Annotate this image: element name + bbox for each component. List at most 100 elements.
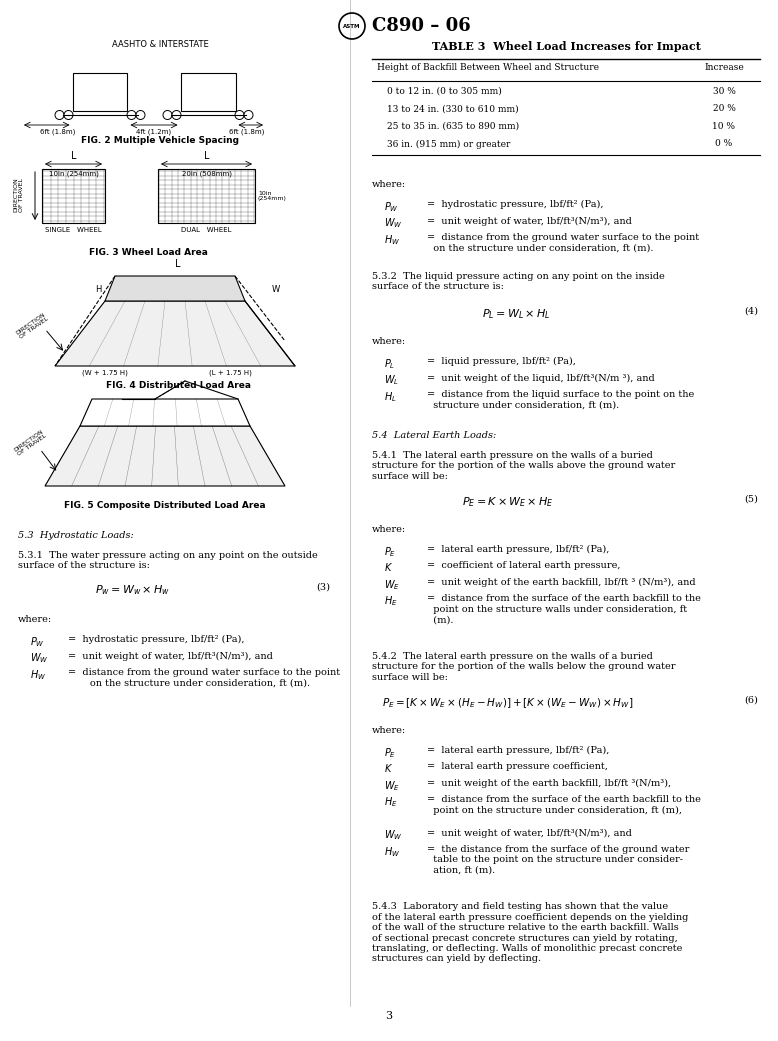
Text: $\mathit{P_E}$: $\mathit{P_E}$: [384, 545, 396, 559]
Text: 5.3.2  The liquid pressure acting on any point on the inside
surface of the stru: 5.3.2 The liquid pressure acting on any …: [372, 272, 664, 291]
Text: 6ft (1.8m): 6ft (1.8m): [230, 129, 265, 135]
Text: =  hydrostatic pressure, lbf/ft² (Pa),: = hydrostatic pressure, lbf/ft² (Pa),: [68, 635, 244, 644]
Text: H: H: [96, 284, 102, 294]
Text: $\mathit{P_E}$: $\mathit{P_E}$: [384, 746, 396, 760]
Text: =  distance from the surface of the earth backfill to the
  point on the structu: = distance from the surface of the earth…: [427, 795, 701, 815]
Text: $P_L = W_L \times H_L$: $P_L = W_L \times H_L$: [482, 307, 551, 321]
Ellipse shape: [55, 110, 64, 120]
Text: $\mathit{H_W}$: $\mathit{H_W}$: [384, 845, 400, 859]
Text: =  lateral earth pressure coefficient,: = lateral earth pressure coefficient,: [427, 762, 608, 771]
Text: (3): (3): [316, 583, 330, 592]
Polygon shape: [105, 276, 245, 301]
Text: 4ft (1.2m): 4ft (1.2m): [136, 129, 172, 135]
Text: 10in (254mm): 10in (254mm): [48, 171, 99, 178]
Text: where:: where:: [372, 726, 406, 735]
Text: =  the distance from the surface of the ground water
  table to the point on the: = the distance from the surface of the g…: [427, 845, 689, 874]
Polygon shape: [55, 301, 295, 366]
Text: 0 to 12 in. (0 to 305 mm): 0 to 12 in. (0 to 305 mm): [387, 87, 502, 96]
Text: $\mathit{W_E}$: $\mathit{W_E}$: [384, 779, 400, 793]
Text: ASTM: ASTM: [343, 24, 361, 28]
Text: =  unit weight of the earth backfill, lbf/ft ³ (N/m³), and: = unit weight of the earth backfill, lbf…: [427, 578, 696, 587]
Text: where:: where:: [372, 337, 406, 346]
Text: Increase: Increase: [704, 64, 744, 72]
Text: $\mathit{H_E}$: $\mathit{H_E}$: [384, 594, 398, 608]
Text: $\mathit{P_W}$: $\mathit{P_W}$: [384, 200, 399, 213]
Text: Height of Backfill Between Wheel and Structure: Height of Backfill Between Wheel and Str…: [377, 64, 599, 72]
Text: 30 %: 30 %: [713, 87, 735, 96]
Text: (6): (6): [744, 696, 758, 705]
Text: DIRECTION
OF TRAVEL: DIRECTION OF TRAVEL: [12, 429, 47, 457]
Text: 5.3.1  The water pressure acting on any point on the outside
surface of the stru: 5.3.1 The water pressure acting on any p…: [18, 551, 317, 570]
Text: (W + 1.75 H): (W + 1.75 H): [82, 369, 128, 376]
Text: FIG. 2 Multiple Vehicle Spacing: FIG. 2 Multiple Vehicle Spacing: [81, 136, 239, 145]
FancyBboxPatch shape: [72, 73, 128, 111]
Text: (4): (4): [744, 307, 758, 316]
Text: 10 %: 10 %: [713, 122, 735, 131]
Text: AASHTO & INTERSTATE: AASHTO & INTERSTATE: [111, 40, 209, 49]
Text: (5): (5): [744, 496, 758, 504]
Text: =  lateral earth pressure, lbf/ft² (Pa),: = lateral earth pressure, lbf/ft² (Pa),: [427, 746, 609, 755]
Text: (L + 1.75 H): (L + 1.75 H): [209, 369, 251, 376]
Text: =  distance from the ground water surface to the point
       on the structure u: = distance from the ground water surface…: [68, 668, 340, 687]
Text: 13 to 24 in. (330 to 610 mm): 13 to 24 in. (330 to 610 mm): [387, 104, 519, 113]
Text: =  unit weight of the earth backfill, lbf/ft ³(N/m³),: = unit weight of the earth backfill, lbf…: [427, 779, 671, 788]
Text: =  hydrostatic pressure, lbf/ft² (Pa),: = hydrostatic pressure, lbf/ft² (Pa),: [427, 200, 604, 209]
Text: =  distance from the ground water surface to the point
  on the structure under : = distance from the ground water surface…: [427, 233, 699, 252]
Text: L: L: [71, 151, 76, 161]
Text: W: W: [272, 284, 280, 294]
Text: DIRECTION
OF TRAVEL: DIRECTION OF TRAVEL: [15, 311, 49, 340]
Text: $\mathit{K}$: $\mathit{K}$: [384, 561, 393, 574]
Ellipse shape: [136, 110, 145, 120]
Text: 5.4  Lateral Earth Loads:: 5.4 Lateral Earth Loads:: [372, 431, 496, 440]
Polygon shape: [45, 426, 285, 486]
Text: FIG. 4 Distributed Load Area: FIG. 4 Distributed Load Area: [106, 381, 251, 390]
Text: =  unit weight of water, lbf/ft³(N/m³), and: = unit weight of water, lbf/ft³(N/m³), a…: [427, 217, 632, 226]
Text: $\mathit{H_W}$: $\mathit{H_W}$: [384, 233, 400, 247]
Text: C890 – 06: C890 – 06: [372, 17, 471, 35]
Text: $\mathit{H_W}$: $\mathit{H_W}$: [30, 668, 46, 682]
Text: $\mathit{H_L}$: $\mathit{H_L}$: [384, 390, 397, 404]
Text: where:: where:: [372, 525, 406, 534]
Text: where:: where:: [372, 180, 406, 189]
Ellipse shape: [244, 110, 253, 120]
Text: 0 %: 0 %: [716, 139, 733, 149]
Text: =  distance from the liquid surface to the point on the
  structure under consid: = distance from the liquid surface to th…: [427, 390, 694, 409]
Text: $\mathit{P_W}$: $\mathit{P_W}$: [30, 635, 45, 649]
Text: FIG. 5 Composite Distributed Load Area: FIG. 5 Composite Distributed Load Area: [65, 501, 266, 510]
Text: $\mathit{K}$: $\mathit{K}$: [384, 762, 393, 775]
Text: 5.4.1  The lateral earth pressure on the walls of a buried
structure for the por: 5.4.1 The lateral earth pressure on the …: [372, 451, 675, 481]
Ellipse shape: [172, 110, 181, 120]
Ellipse shape: [127, 110, 136, 120]
Text: 5.4.3  Laboratory and field testing has shown that the value
of the lateral eart: 5.4.3 Laboratory and field testing has s…: [372, 903, 689, 964]
Text: =  lateral earth pressure, lbf/ft² (Pa),: = lateral earth pressure, lbf/ft² (Pa),: [427, 545, 609, 554]
Text: =  liquid pressure, lbf/ft² (Pa),: = liquid pressure, lbf/ft² (Pa),: [427, 357, 576, 366]
Text: 10in
(254mm): 10in (254mm): [258, 191, 287, 201]
Text: 5.4.2  The lateral earth pressure on the walls of a buried
structure for the por: 5.4.2 The lateral earth pressure on the …: [372, 652, 675, 682]
Text: =  unit weight of the liquid, lbf/ft³(N/m ³), and: = unit weight of the liquid, lbf/ft³(N/m…: [427, 374, 655, 383]
Text: where:: where:: [18, 615, 52, 624]
Text: L: L: [204, 151, 209, 161]
Text: $P_E = K \times W_E \times H_E$: $P_E = K \times W_E \times H_E$: [462, 496, 554, 509]
Text: 36 in. (915 mm) or greater: 36 in. (915 mm) or greater: [387, 139, 510, 149]
Text: L: L: [175, 259, 180, 269]
Text: SINGLE   WHEEL: SINGLE WHEEL: [45, 227, 102, 233]
Text: $P_w = W_w \times H_w$: $P_w = W_w \times H_w$: [95, 583, 170, 596]
Ellipse shape: [163, 110, 172, 120]
Text: 5.3  Hydrostatic Loads:: 5.3 Hydrostatic Loads:: [18, 531, 134, 540]
Text: =  unit weight of water, lbf/ft³(N/m³), and: = unit weight of water, lbf/ft³(N/m³), a…: [427, 829, 632, 838]
Ellipse shape: [64, 110, 73, 120]
Text: =  unit weight of water, lbf/ft³(N/m³), and: = unit weight of water, lbf/ft³(N/m³), a…: [68, 652, 273, 661]
Text: $\mathit{W_W}$: $\mathit{W_W}$: [384, 217, 402, 230]
Bar: [158, 169, 255, 223]
Text: $\mathit{W_W}$: $\mathit{W_W}$: [384, 829, 402, 842]
Text: 6ft (1.8m): 6ft (1.8m): [40, 129, 75, 135]
Text: 20in (508mm): 20in (508mm): [181, 171, 232, 178]
Text: $\mathit{W_W}$: $\mathit{W_W}$: [30, 652, 48, 665]
Text: FIG. 3 Wheel Load Area: FIG. 3 Wheel Load Area: [89, 248, 208, 257]
FancyBboxPatch shape: [180, 73, 236, 111]
Polygon shape: [80, 399, 250, 426]
Bar: [42, 169, 105, 223]
Text: $\mathit{H_E}$: $\mathit{H_E}$: [384, 795, 398, 809]
Text: $\mathit{W_L}$: $\mathit{W_L}$: [384, 374, 399, 387]
Text: $\mathit{P_L}$: $\mathit{P_L}$: [384, 357, 395, 371]
